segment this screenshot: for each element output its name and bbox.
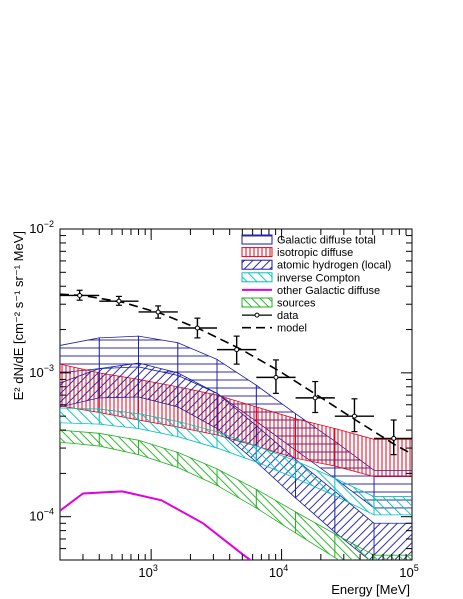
data-point: [295, 380, 335, 414]
legend-entry: Galactic diffuse total: [241, 234, 376, 247]
data-marker: [194, 325, 200, 331]
legend-label: sources: [277, 298, 316, 310]
legend-entry: other Galactic diffuse: [242, 285, 380, 297]
legend-label: other Galactic diffuse: [277, 285, 380, 297]
band-sources-bin: [138, 439, 179, 468]
legend-swatch: [241, 272, 273, 283]
band-sources: [60, 429, 412, 560]
x-tick-label: 103: [138, 563, 157, 580]
model-layer: [60, 293, 412, 455]
legend-entry: data: [242, 310, 299, 322]
band-sources-bin: [98, 432, 139, 456]
data-point: [256, 359, 296, 394]
data-point: [217, 335, 257, 365]
data-marker: [273, 374, 279, 380]
bands-layer: [60, 335, 412, 560]
data-marker: [312, 395, 318, 401]
legend-label: isotropic diffuse: [277, 247, 353, 259]
band-other-galactic-diffuse-line: [60, 490, 252, 560]
data-marker: [351, 413, 357, 419]
band-isotropic-diffuse-bin: [295, 418, 336, 467]
legend-label: Galactic diffuse total: [277, 235, 376, 247]
legend-entry: sources: [241, 297, 316, 310]
ticks-layer: [59, 228, 413, 561]
model-line: [60, 293, 412, 455]
data-point: [99, 295, 139, 306]
y-tick-label: 10−3: [29, 363, 54, 380]
data-point: [60, 289, 100, 301]
band-sources-bin: [255, 488, 296, 534]
y-axis-title: E² dN/dE [cm⁻² s⁻¹ sr⁻¹ MeV]: [11, 231, 26, 400]
data-point: [177, 317, 218, 339]
legend-entry: model: [242, 323, 307, 335]
band-sources-bin: [334, 533, 375, 560]
data-marker: [116, 298, 122, 304]
legend-label: atomic hydrogen (local): [277, 260, 391, 272]
band-inverse-compton: [60, 407, 412, 516]
legend-swatch: [241, 259, 273, 270]
x-tick-label: 105: [399, 563, 418, 580]
legend-entry: inverse Compton: [241, 272, 360, 284]
tick-labels: 103 104 105 10−4 10−3 10−2: [29, 219, 418, 580]
legend-label: model: [277, 323, 307, 335]
band-sources-bin: [60, 429, 100, 447]
legend-entry: isotropic diffuse: [241, 247, 353, 259]
data-point: [138, 305, 178, 319]
data-point: [374, 419, 412, 456]
data-layer: [60, 289, 412, 456]
band-atomic-hydrogen-local-bin: [373, 522, 412, 560]
band-inverse-compton-bin: [373, 496, 412, 516]
legend-swatch: [241, 247, 273, 258]
legend-swatch: [241, 234, 273, 245]
band-atomic-hydrogen-local-bin: [334, 490, 375, 560]
legend-entry: atomic hydrogen (local): [241, 259, 391, 272]
legend-label: inverse Compton: [277, 272, 360, 284]
data-point: [334, 398, 375, 433]
band-sources-bin: [177, 451, 218, 487]
band-atomic-hydrogen-local-bin: [98, 362, 139, 399]
band-sources-bin: [216, 468, 257, 509]
data-marker: [77, 292, 83, 298]
data-marker: [155, 309, 161, 315]
y-tick-label: 10−4: [29, 507, 54, 524]
legend-label: data: [277, 310, 299, 322]
x-tick-label: 104: [269, 563, 288, 580]
legend-swatch: [241, 297, 273, 308]
data-marker: [234, 347, 240, 353]
x-axis-title: Energy [MeV]: [331, 582, 410, 597]
legend-data-marker: [254, 312, 260, 318]
data-marker: [391, 435, 397, 441]
y-tick-label: 10−2: [29, 219, 54, 236]
